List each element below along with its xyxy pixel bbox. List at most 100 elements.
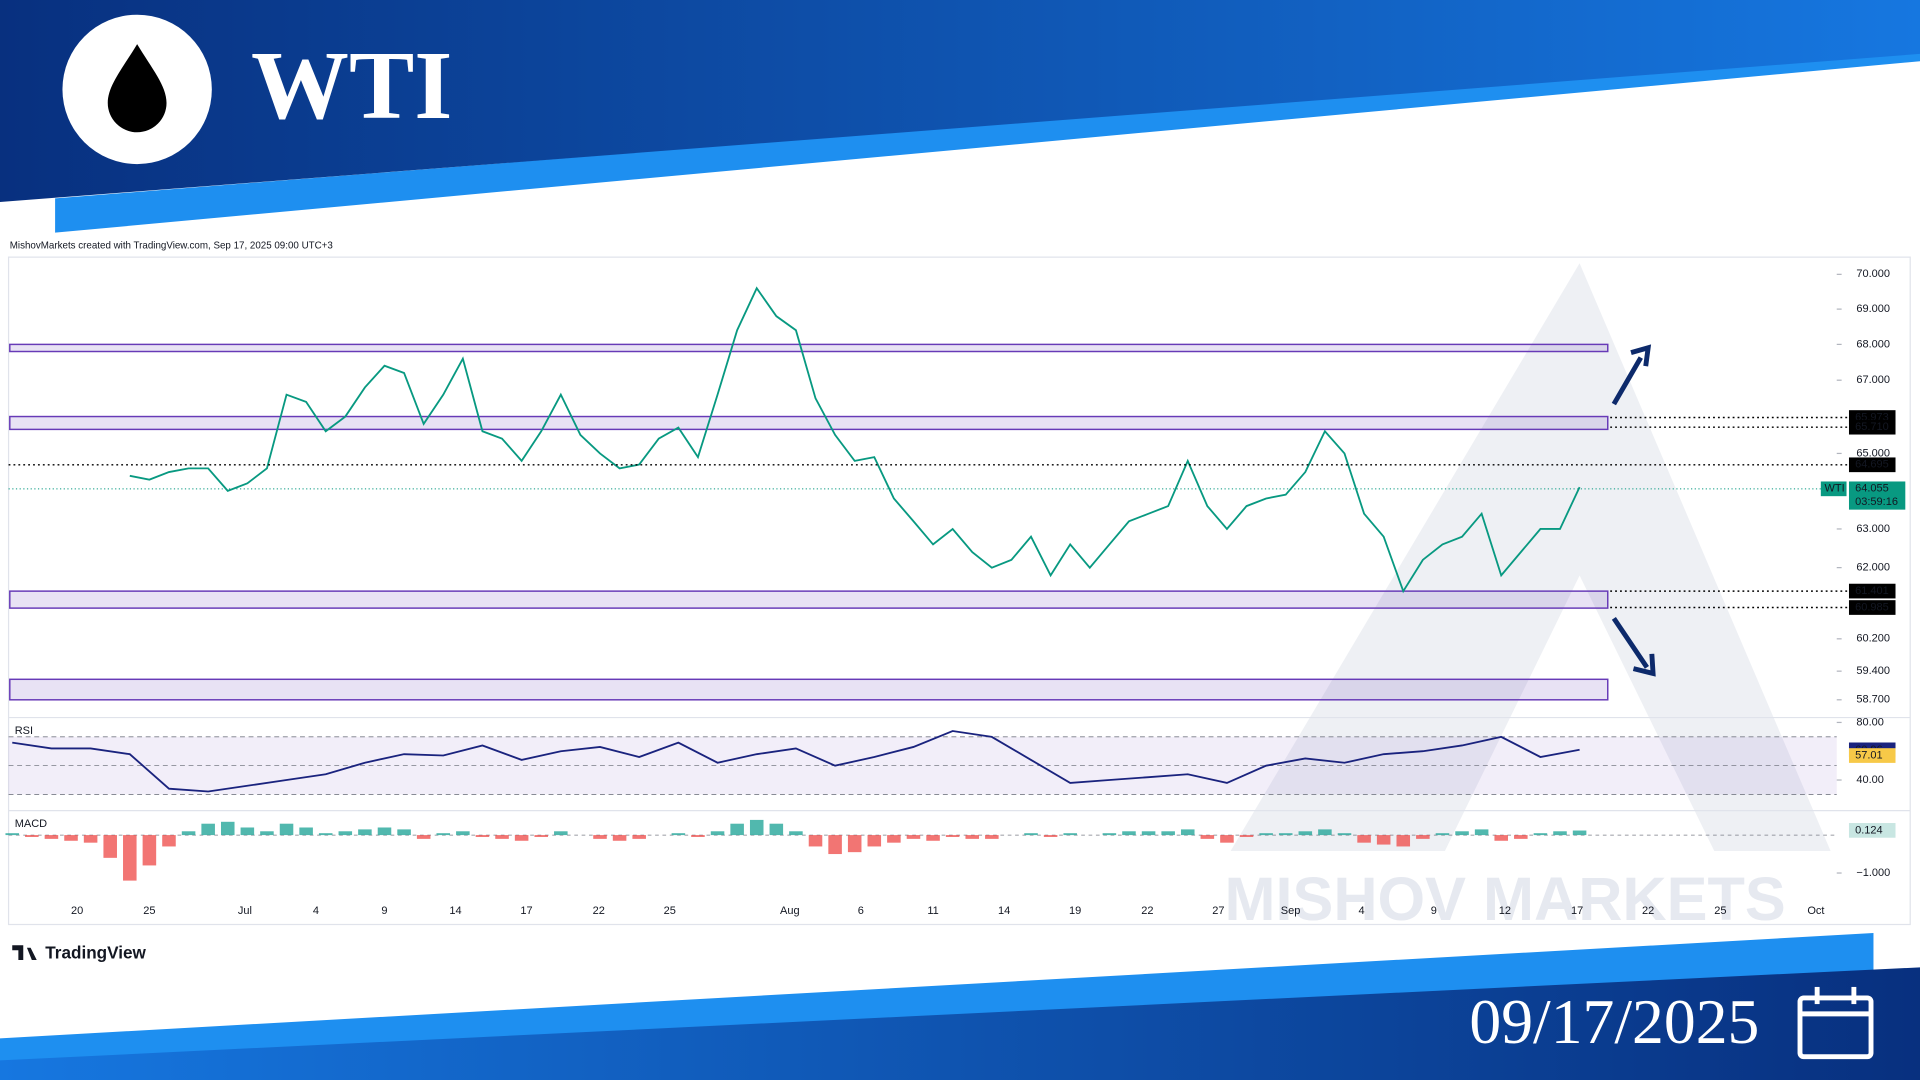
histogram-bar: [887, 835, 901, 843]
histogram-bar: [1122, 831, 1136, 836]
date: 09/17/2025: [1469, 986, 1759, 1057]
histogram-bar: [25, 835, 39, 837]
histogram-bar: [44, 835, 59, 839]
brand: TradingView: [45, 942, 146, 962]
histogram-bar: [730, 823, 744, 836]
symbol-tag: WTI: [1824, 483, 1844, 495]
x-tick-label: 14: [449, 905, 461, 917]
histogram-bar: [534, 835, 548, 837]
last-price-bg: [1848, 481, 1906, 510]
histogram-bar: [554, 831, 568, 836]
histogram-bar: [103, 835, 117, 858]
histogram-bar: [1298, 831, 1313, 836]
last-price: 64.055: [1855, 483, 1889, 495]
price-marker-bg: [1848, 419, 1896, 435]
histogram-bar: [1455, 831, 1469, 836]
histogram-bar: [691, 835, 705, 837]
y-tick-label: 69.000: [1856, 303, 1890, 315]
histogram-bar: [397, 829, 411, 836]
x-tick-label: 12: [1499, 905, 1511, 917]
y-tick-label: 70.000: [1856, 268, 1890, 280]
price-marker-bg: [1848, 823, 1896, 838]
top-banner: [0, 0, 1920, 203]
histogram-bar: [1102, 833, 1117, 836]
y-tick-label: 60.200: [1856, 633, 1890, 645]
price-marker: 57.01: [1855, 749, 1883, 761]
y-tick-label: 80.00: [1856, 716, 1884, 728]
histogram-bar: [299, 827, 313, 836]
series-line: [12, 730, 1580, 793]
x-tick-label: 17: [520, 905, 532, 917]
x-tick-label: Oct: [1807, 905, 1824, 917]
zone: [9, 590, 1609, 609]
histogram-bar: [769, 823, 784, 836]
histogram-bar: [416, 835, 431, 839]
histogram-bar: [749, 819, 764, 836]
price-marker-bg: [1848, 457, 1896, 473]
histogram-bar: [985, 835, 999, 839]
histogram-bar: [1533, 833, 1548, 836]
price-marker-bg: [1848, 600, 1896, 615]
histogram-bar: [220, 821, 235, 836]
price-marker: 61.401: [1855, 585, 1889, 597]
histogram-bar: [456, 831, 470, 836]
histogram-bar: [475, 835, 490, 837]
bottom-banner: [0, 967, 1920, 1080]
histogram-bar: [338, 831, 353, 836]
x-tick-label: 6: [858, 905, 864, 917]
histogram-bar: [260, 831, 274, 836]
countdown: 03:59:16: [1855, 496, 1898, 508]
y-tick-label: −1.000: [1856, 867, 1890, 879]
histogram-bar: [240, 827, 255, 836]
y-tick-label: 59.400: [1856, 665, 1890, 677]
histogram-bar: [632, 835, 646, 839]
x-tick-label: Jul: [238, 905, 252, 917]
histogram-bar: [710, 831, 725, 836]
histogram-bar: [358, 829, 372, 836]
zone: [9, 343, 1609, 353]
histogram-bar: [1474, 829, 1489, 836]
histogram-bar: [1357, 835, 1371, 843]
x-tick-label: 9: [381, 905, 387, 917]
histogram-bar: [612, 835, 627, 841]
histogram-bar: [377, 827, 392, 836]
series-line: [129, 286, 1581, 594]
histogram-bar: [965, 835, 980, 839]
histogram-bar: [495, 835, 509, 839]
histogram-bar: [5, 833, 20, 836]
histogram-bar: [1376, 835, 1391, 845]
histogram-bar: [1200, 835, 1215, 839]
x-tick-label: 14: [998, 905, 1010, 917]
x-tick-label: 19: [1069, 905, 1081, 917]
y-tick-label: 63.000: [1856, 523, 1890, 535]
x-tick-label: 20: [71, 905, 83, 917]
x-tick-label: 4: [313, 905, 319, 917]
histogram-bar: [1043, 835, 1058, 837]
histogram-bar: [1024, 833, 1038, 836]
x-tick-label: Aug: [780, 905, 800, 917]
histogram-bar: [64, 835, 78, 841]
histogram-bar: [1278, 833, 1293, 836]
histogram-bar: [123, 835, 137, 881]
price-marker: 0.124: [1855, 824, 1883, 836]
x-tick-label: 17: [1571, 905, 1583, 917]
x-tick-label: 22: [1642, 905, 1654, 917]
tv-logo: [12, 945, 37, 960]
histogram-bar: [1553, 831, 1567, 836]
x-tick-label: 25: [1714, 905, 1726, 917]
x-tick-label: 27: [1212, 905, 1224, 917]
title: WTI: [251, 32, 452, 140]
x-tick-label: 25: [143, 905, 155, 917]
histogram-bar: [1063, 833, 1077, 836]
histogram-bar: [926, 835, 940, 841]
y-tick-label: 40.00: [1856, 774, 1884, 786]
histogram-bar: [1337, 833, 1352, 836]
histogram-bar: [906, 835, 921, 839]
x-tick-label: 25: [664, 905, 676, 917]
price-marker-bg: [1848, 748, 1896, 763]
histogram-bar: [1239, 835, 1254, 837]
symbol-tag-bg: [1820, 481, 1847, 497]
price-marker: 60.985: [1855, 601, 1889, 613]
histogram-bar: [593, 835, 607, 839]
